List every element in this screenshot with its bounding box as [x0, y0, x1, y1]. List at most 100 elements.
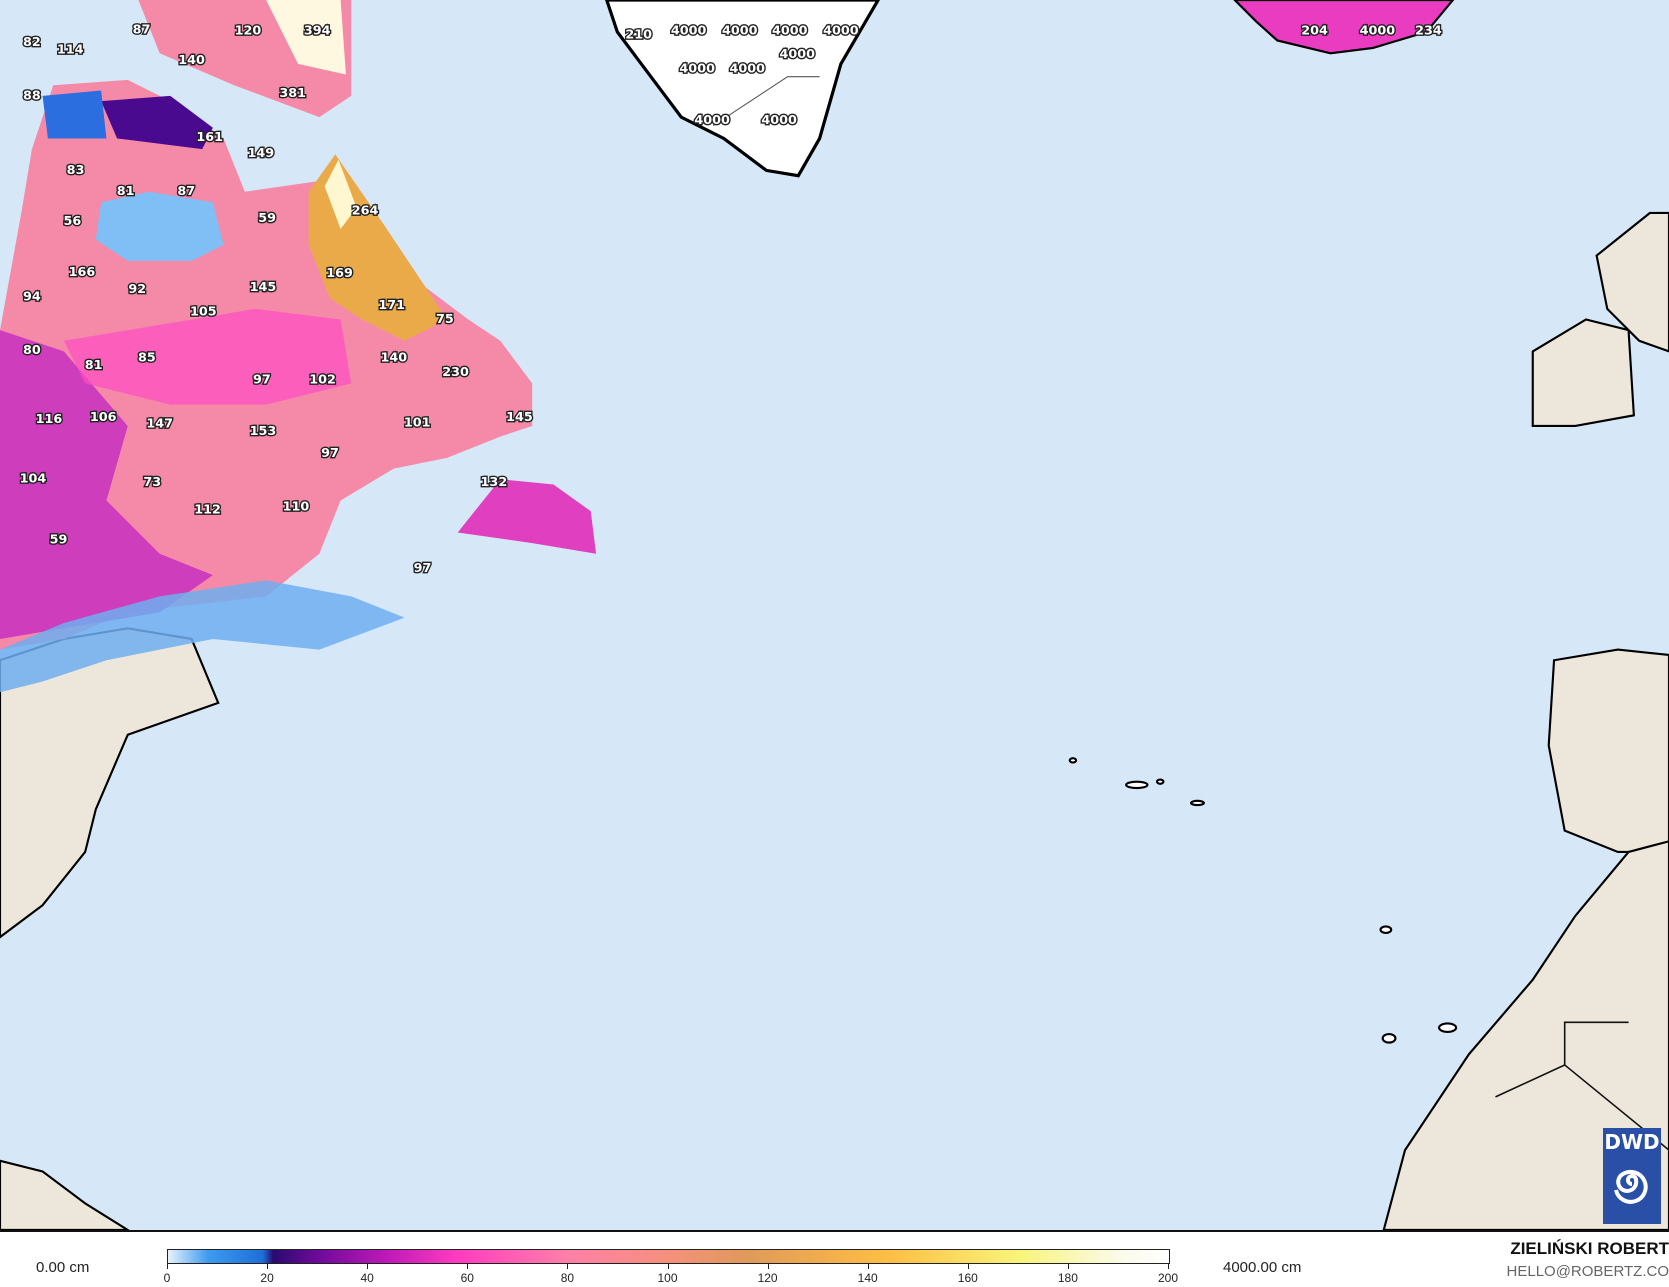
- value-label: 87: [133, 22, 151, 37]
- dwd-logo: DWD: [1603, 1128, 1661, 1224]
- iceland: [1233, 0, 1455, 55]
- colorbar-tick: [1168, 1263, 1169, 1269]
- value-label: 97: [253, 373, 271, 388]
- snow-pink-center: [63, 308, 352, 405]
- value-label: 210: [625, 28, 652, 43]
- greenland-border: [712, 76, 820, 127]
- value-label: 106: [90, 410, 117, 425]
- colorbar-tick: [467, 1263, 469, 1269]
- value-label: 80: [23, 343, 41, 358]
- value-label: 56: [63, 214, 81, 229]
- value-label: 110: [283, 499, 310, 514]
- value-label: 153: [250, 424, 277, 439]
- value-label: 4000: [772, 23, 808, 38]
- value-label: 88: [23, 88, 41, 103]
- colorbar-tick: [367, 1263, 369, 1269]
- colorbar-tick-label: 160: [957, 1271, 978, 1285]
- value-label: 4000: [1360, 23, 1396, 38]
- value-label: 120: [235, 23, 262, 38]
- value-label: 145: [506, 410, 533, 425]
- land-africa: [1382, 840, 1669, 1230]
- value-label: 82: [23, 35, 41, 50]
- snow-blue-north: [42, 90, 107, 139]
- value-label: 394: [304, 23, 331, 38]
- colorbar-tick-label: 140: [857, 1271, 878, 1285]
- value-label: 97: [414, 561, 432, 576]
- value-label: 149: [247, 146, 274, 161]
- legend-max: 4000.00 cm: [1223, 1259, 1302, 1276]
- value-label: 81: [85, 358, 103, 373]
- value-label: 4000: [671, 23, 707, 38]
- value-label: 166: [69, 265, 96, 280]
- value-label: 140: [381, 350, 408, 365]
- colorbar-tick: [767, 1263, 769, 1269]
- greenland: [605, 0, 880, 178]
- value-label: 101: [404, 415, 431, 430]
- colorbar-tick: [667, 1263, 669, 1269]
- colorbar-tick-label: 100: [657, 1271, 678, 1285]
- value-label: 97: [321, 446, 339, 461]
- value-label: 230: [442, 365, 469, 380]
- colorbar-tick: [267, 1263, 269, 1269]
- value-label: 75: [436, 312, 454, 327]
- value-label: 105: [190, 305, 217, 320]
- value-label: 81: [117, 184, 135, 199]
- value-label: 4000: [694, 113, 730, 128]
- value-labels: 82 114 87 120 394 140 381 88 161 149 83 81 87 56 59 264…: [18, 21, 1443, 578]
- azores-islands: [1068, 757, 1458, 1044]
- snow-depth-map: 82 114 87 120 394 140 381 88 161 149 83 81 87 56 59 264…: [0, 0, 1669, 1232]
- value-label: 234: [1415, 23, 1442, 38]
- value-label: 4000: [761, 113, 797, 128]
- value-label: 4000: [722, 23, 758, 38]
- value-label: 112: [194, 503, 221, 518]
- value-label: 4000: [823, 23, 859, 38]
- colorbar-tick: [1067, 1263, 1069, 1269]
- value-label: 4000: [679, 62, 715, 77]
- value-label: 94: [23, 290, 41, 305]
- snow-white-labrador: [324, 159, 357, 229]
- snow-newfoundland: [457, 479, 597, 554]
- snow-darkpurple-north: [101, 95, 213, 150]
- value-label: 102: [309, 373, 336, 388]
- author-credit: ZIELIŃSKI ROBERT: [1510, 1239, 1669, 1258]
- value-label: 114: [57, 43, 84, 58]
- value-label: 161: [196, 130, 223, 145]
- value-label: 4000: [729, 62, 765, 77]
- colorbar-tick-label: 80: [560, 1271, 575, 1285]
- value-label: 87: [177, 184, 195, 199]
- author-email: HELLO@ROBERTZ.CO: [1506, 1263, 1669, 1280]
- value-label: 145: [250, 280, 277, 295]
- value-label: 104: [20, 472, 47, 487]
- snow-blue-band: [0, 580, 405, 693]
- colorbar-tick: [967, 1263, 969, 1269]
- land-uk-ireland: [1531, 318, 1635, 428]
- value-label: 59: [258, 211, 276, 226]
- value-label: 73: [143, 475, 161, 490]
- lake-light-blue: [95, 191, 224, 261]
- value-label: 83: [67, 163, 85, 178]
- colorbar-tick: [167, 1263, 168, 1269]
- land-scotland-norway: [1595, 211, 1669, 353]
- colorbar-tick-label: 0: [163, 1271, 171, 1285]
- value-label: 169: [326, 266, 353, 281]
- value-label: 140: [178, 53, 205, 68]
- colorbar-tick: [867, 1263, 869, 1269]
- value-label: 147: [146, 416, 173, 431]
- snow-purple-west: [0, 330, 213, 639]
- colorbar-legend: 0.00 cm 0 20 40 60 80 100 120 140 160 180 200 4000…: [0, 1232, 1669, 1287]
- land-caribbean: [0, 1159, 130, 1230]
- spiral-icon: [1614, 1169, 1648, 1204]
- value-label: 85: [138, 350, 156, 365]
- colorbar-tick: [567, 1263, 569, 1269]
- land-iberia: [1547, 648, 1669, 854]
- legend-min: 0.00 cm: [36, 1259, 90, 1276]
- value-label: 59: [50, 532, 68, 547]
- snow-baffin-white: [266, 0, 346, 75]
- colorbar-tick-label: 60: [460, 1271, 474, 1285]
- colorbar: [167, 1249, 1170, 1264]
- value-label: 381: [279, 86, 306, 101]
- colorbar-tick-label: 200: [1157, 1271, 1179, 1285]
- value-label: 171: [378, 298, 405, 313]
- colorbar-tick-label: 180: [1057, 1271, 1078, 1285]
- value-label: 264: [352, 203, 379, 218]
